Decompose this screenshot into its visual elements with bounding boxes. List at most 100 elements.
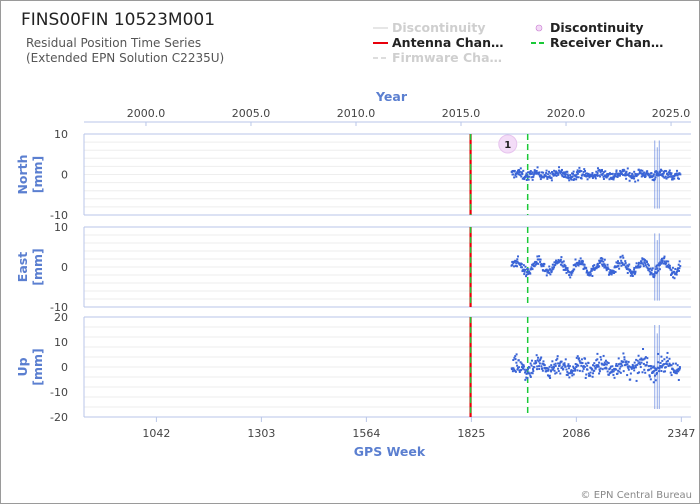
data-point bbox=[645, 172, 648, 175]
data-point bbox=[659, 261, 662, 264]
data-point bbox=[635, 173, 638, 176]
data-point bbox=[513, 176, 516, 179]
data-point bbox=[577, 261, 580, 264]
data-point bbox=[605, 267, 608, 270]
data-point bbox=[550, 364, 553, 367]
data-point bbox=[657, 352, 660, 355]
data-point bbox=[626, 363, 629, 366]
y-tick-label: 10 bbox=[54, 336, 68, 349]
data-point bbox=[653, 273, 656, 276]
data-point bbox=[601, 172, 604, 175]
data-point bbox=[609, 367, 612, 370]
data-point bbox=[517, 173, 520, 176]
data-point bbox=[512, 260, 515, 263]
data-point bbox=[654, 369, 657, 372]
data-point bbox=[516, 265, 519, 268]
data-point bbox=[653, 369, 656, 372]
data-point bbox=[593, 362, 596, 365]
data-point bbox=[582, 365, 585, 368]
data-point bbox=[662, 170, 665, 173]
data-point bbox=[558, 169, 561, 172]
data-point bbox=[631, 274, 634, 277]
data-point bbox=[598, 168, 601, 171]
y-tick-label: 20 bbox=[54, 311, 68, 324]
data-point bbox=[646, 263, 649, 266]
data-point bbox=[607, 174, 610, 177]
data-point bbox=[671, 178, 674, 181]
legend-label-3: Receiver Chan… bbox=[550, 35, 663, 50]
data-point bbox=[549, 376, 552, 379]
data-point bbox=[621, 261, 624, 264]
data-point bbox=[670, 173, 673, 176]
data-point bbox=[614, 175, 617, 178]
data-point bbox=[604, 170, 607, 173]
discontinuity-badge-label: 1 bbox=[504, 140, 511, 151]
data-point bbox=[650, 172, 653, 175]
data-point bbox=[538, 365, 541, 368]
data-point bbox=[545, 172, 548, 175]
x-axis-tick-label: 1564 bbox=[352, 427, 380, 440]
data-point bbox=[605, 367, 608, 370]
data-point bbox=[637, 261, 640, 264]
data-point bbox=[523, 273, 526, 276]
data-point bbox=[522, 269, 525, 272]
data-point bbox=[619, 255, 622, 258]
data-point bbox=[661, 259, 664, 262]
data-point bbox=[639, 265, 642, 268]
data-point bbox=[531, 268, 534, 271]
data-point bbox=[616, 372, 619, 375]
data-point bbox=[611, 365, 614, 368]
data-point bbox=[674, 372, 677, 375]
data-point bbox=[533, 172, 536, 175]
data-point bbox=[541, 369, 544, 372]
data-point bbox=[518, 370, 521, 373]
data-point bbox=[596, 174, 599, 177]
data-point bbox=[586, 175, 589, 178]
data-point bbox=[583, 263, 586, 266]
data-point bbox=[572, 264, 575, 267]
data-point bbox=[575, 173, 578, 176]
top-axis-tick-label: 2000.0 bbox=[127, 107, 166, 120]
data-point bbox=[645, 364, 648, 367]
data-point bbox=[642, 263, 645, 266]
data-point bbox=[610, 273, 613, 276]
top-axis-tick-label: 2010.0 bbox=[337, 107, 376, 120]
data-point bbox=[516, 368, 519, 371]
data-point bbox=[631, 366, 634, 369]
data-point bbox=[559, 258, 562, 261]
data-point bbox=[646, 267, 649, 270]
top-axis-tick-label: 2015.0 bbox=[442, 107, 481, 120]
data-point bbox=[522, 367, 525, 370]
data-point bbox=[567, 174, 570, 177]
data-point bbox=[635, 358, 638, 361]
data-point bbox=[553, 366, 556, 369]
data-point bbox=[555, 174, 558, 177]
data-point bbox=[640, 262, 643, 265]
data-point bbox=[614, 270, 617, 273]
data-point bbox=[513, 368, 516, 371]
data-point bbox=[529, 268, 532, 271]
data-point bbox=[566, 173, 569, 176]
data-point bbox=[573, 369, 576, 372]
data-point bbox=[612, 373, 615, 376]
data-point bbox=[614, 173, 617, 176]
data-point bbox=[528, 270, 531, 273]
data-point bbox=[646, 361, 649, 364]
data-point bbox=[560, 366, 563, 369]
data-point bbox=[527, 368, 530, 371]
data-point bbox=[592, 372, 595, 375]
y-tick-label: 0 bbox=[61, 169, 68, 182]
data-point bbox=[524, 378, 527, 381]
data-point bbox=[620, 259, 623, 262]
data-point bbox=[568, 179, 571, 182]
data-point bbox=[586, 364, 589, 367]
data-point bbox=[542, 176, 545, 179]
data-point bbox=[598, 361, 601, 364]
data-point bbox=[564, 265, 567, 268]
data-point bbox=[617, 363, 620, 366]
data-point bbox=[600, 168, 603, 171]
data-point bbox=[595, 267, 598, 270]
data-point bbox=[610, 176, 613, 179]
data-point bbox=[670, 172, 673, 175]
data-point bbox=[598, 265, 601, 268]
